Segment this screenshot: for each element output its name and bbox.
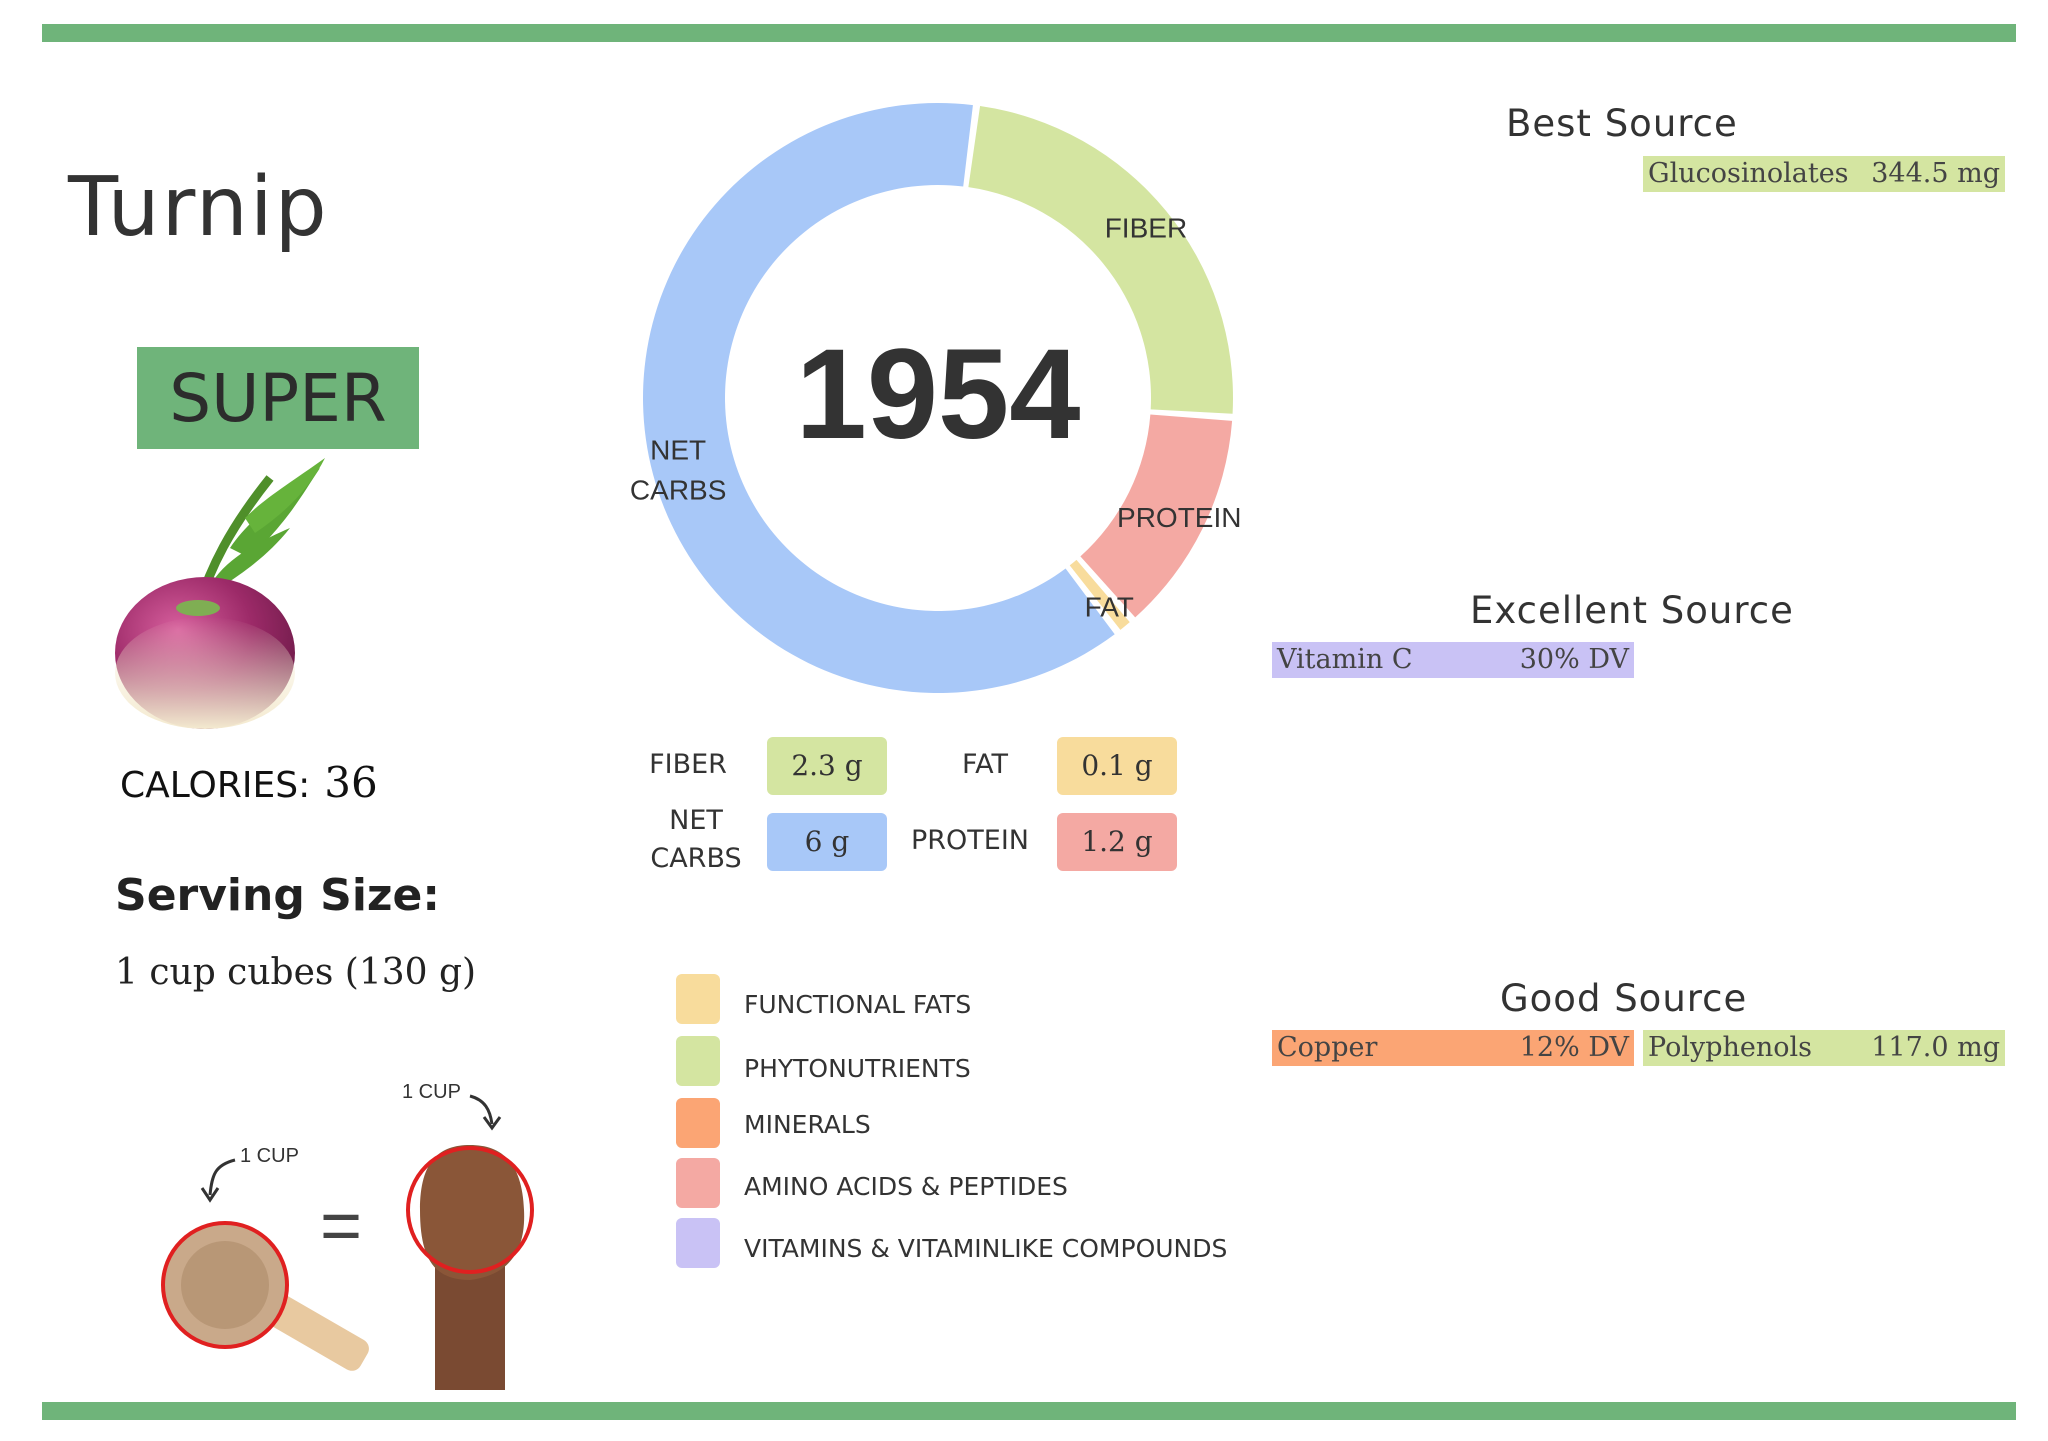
legend-label-vitamins: VITAMINS & VITAMINLIKE COMPOUNDS <box>744 1234 1228 1263</box>
calories-label: CALORIES: <box>120 765 311 806</box>
turnip-illustration <box>115 458 325 729</box>
legend-swatch-phytonutrients <box>676 1036 720 1086</box>
fiber-value-pill: 2.3 g <box>767 737 887 795</box>
source-value: 30% DV <box>1519 644 1629 675</box>
source-bar-polyphenols: Polyphenols 117.0 mg <box>1643 1030 2005 1066</box>
cup-fist-comparison-illustration: 1 CUP = 1 CUP <box>161 1081 534 1390</box>
donut-segment-protein <box>1080 414 1233 618</box>
source-value: 12% DV <box>1519 1032 1629 1063</box>
legend-label-amino-acids: AMINO ACIDS & PEPTIDES <box>744 1172 1068 1201</box>
cup-label-left: 1 CUP <box>240 1145 299 1167</box>
calories-line: CALORIES: 36 <box>120 758 378 807</box>
fiber-label: FIBER <box>649 749 727 780</box>
source-name: Polyphenols <box>1648 1032 1813 1063</box>
donut-segment-fat <box>1069 559 1130 630</box>
legend-swatch-minerals <box>676 1098 720 1148</box>
legend-swatch-functional-fats <box>676 974 720 1024</box>
fist-icon <box>420 1145 525 1280</box>
best-source-heading: Best Source <box>1506 102 1738 145</box>
source-value: 344.5 mg <box>1871 158 2000 189</box>
legend-label-phytonutrients: PHYTONUTRIENTS <box>744 1054 971 1083</box>
arrowhead-icon <box>200 1187 220 1203</box>
source-value: 117.0 mg <box>1871 1032 2000 1063</box>
macro-donut-chart: 1954 NET CARBS FIBER PROTEIN FAT <box>630 102 1241 694</box>
source-bar-glucosinolates: Glucosinolates 344.5 mg <box>1643 156 2005 192</box>
donut-label-net-carbs: NET CARBS <box>630 435 726 506</box>
net-carbs-value-pill: 6 g <box>767 813 887 871</box>
legend-swatch-vitamins <box>676 1218 720 1268</box>
cup-label-right: 1 CUP <box>402 1081 461 1103</box>
bottom-divider-bar <box>42 1402 2016 1420</box>
protein-value-pill: 1.2 g <box>1057 813 1177 871</box>
source-name: Copper <box>1277 1032 1378 1063</box>
legend-swatch-amino-acids <box>676 1158 720 1208</box>
donut-segment-fiber <box>968 106 1233 414</box>
arrow-icon <box>208 1158 236 1196</box>
serving-size-value: 1 cup cubes (130 g) <box>115 952 477 993</box>
cup-inner <box>181 1241 269 1329</box>
legend-label-minerals: MINERALS <box>744 1110 871 1139</box>
protein-label: PROTEIN <box>910 825 1029 856</box>
source-name: Glucosinolates <box>1648 158 1849 189</box>
food-title: Turnip <box>68 160 329 255</box>
serving-size-heading: Serving Size: <box>115 870 440 921</box>
donut-label-fiber: FIBER <box>1105 212 1187 243</box>
arrowhead-icon <box>482 1116 502 1131</box>
source-bar-vitamin-c: Vitamin C 30% DV <box>1272 642 1634 678</box>
net-carbs-label: NET CARBS <box>626 802 766 878</box>
equals-sign: = <box>320 1186 362 1266</box>
forearm <box>435 1260 505 1390</box>
top-divider-bar <box>42 24 2016 42</box>
arrow-icon <box>469 1094 494 1125</box>
net-carbs-label-line2: CARBS <box>650 843 742 874</box>
source-bar-copper: Copper 12% DV <box>1272 1030 1634 1066</box>
legend-label-functional-fats: FUNCTIONAL FATS <box>744 990 972 1019</box>
donut-label-fat: FAT <box>1085 592 1134 623</box>
donut-center-value: 1954 <box>796 323 1081 466</box>
rating-badge: SUPER <box>137 347 419 449</box>
donut-segment-net-carbs <box>643 102 1115 694</box>
good-source-heading: Good Source <box>1500 977 1748 1020</box>
excellent-source-heading: Excellent Source <box>1470 589 1794 632</box>
fist-outline-circle <box>406 1146 534 1274</box>
net-carbs-label-line1: NET <box>669 805 723 836</box>
source-name: Vitamin C <box>1277 644 1413 675</box>
donut-label-protein: PROTEIN <box>1117 502 1241 533</box>
calories-value: 36 <box>324 758 378 807</box>
fat-label: FAT <box>962 749 1008 780</box>
fat-value-pill: 0.1 g <box>1057 737 1177 795</box>
